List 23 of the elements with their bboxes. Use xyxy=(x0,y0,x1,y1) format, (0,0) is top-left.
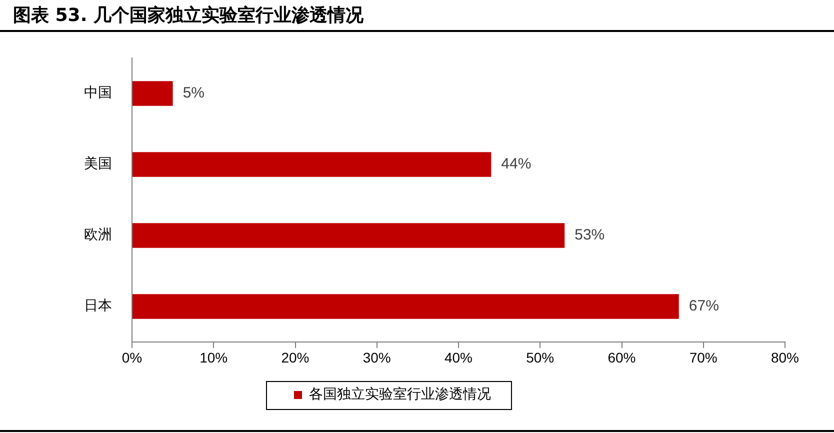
y-tick-label: 美国 xyxy=(84,156,112,172)
x-tick-label: 0% xyxy=(122,349,142,366)
data-label: 44% xyxy=(501,156,532,173)
x-tick-label: 50% xyxy=(526,349,554,366)
bar xyxy=(132,152,492,177)
x-tick-label: 60% xyxy=(608,349,636,366)
x-tick-label: 70% xyxy=(689,349,718,366)
chart-title: 图表 53. 几个国家独立实验室行业渗透情况 xyxy=(13,4,364,27)
y-tick-label: 欧洲 xyxy=(84,227,112,244)
legend-label: 各国独立实验室行业渗透情况 xyxy=(309,386,491,403)
x-tick-label: 20% xyxy=(281,349,310,366)
x-tick-label: 80% xyxy=(770,349,800,366)
x-tick-label: 30% xyxy=(362,349,391,366)
data-label: 53% xyxy=(574,226,605,244)
data-label: 67% xyxy=(688,298,719,315)
bar xyxy=(132,81,173,106)
bar xyxy=(132,294,679,319)
x-tick-label: 10% xyxy=(200,349,228,366)
data-label: 5% xyxy=(182,84,204,102)
bar xyxy=(132,223,565,248)
y-tick-label: 日本 xyxy=(84,298,112,314)
y-tick-label: 中国 xyxy=(84,85,112,102)
x-tick-label: 40% xyxy=(444,349,473,366)
